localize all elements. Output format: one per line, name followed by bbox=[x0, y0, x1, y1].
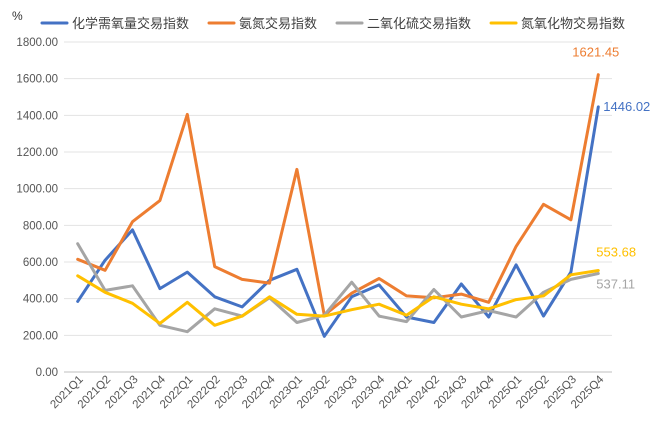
data-label: 1621.45 bbox=[572, 45, 619, 60]
y-tick-label: 0.00 bbox=[36, 367, 58, 379]
data-label: 553.68 bbox=[596, 244, 636, 259]
y-tick-label: 400.00 bbox=[23, 294, 58, 306]
legend-label: 二氧化硫交易指数 bbox=[367, 16, 471, 31]
y-tick-label: 1000.00 bbox=[16, 184, 58, 196]
legend-label: 化学需氧量交易指数 bbox=[72, 16, 189, 31]
chart-legend: 化学需氧量交易指数 氨氮交易指数 二氧化硫交易指数 氮氧化物交易指数 bbox=[40, 16, 625, 31]
y-tick-label: 600.00 bbox=[23, 257, 58, 269]
data-label: 1446.02 bbox=[603, 99, 650, 114]
gridlines bbox=[64, 41, 612, 373]
y-tick-label: 1600.00 bbox=[16, 74, 58, 86]
y-tick-label: 1800.00 bbox=[16, 37, 58, 49]
series-line-0 bbox=[76, 105, 600, 338]
x-axis-tick-labels: 2021Q12021Q22021Q32021Q42022Q12022Q22022… bbox=[48, 373, 606, 411]
y-axis-unit-label: % bbox=[12, 9, 23, 23]
y-axis-tick-labels: 0.00 200.00 400.00 600.00 800.00 1000.00 1200.… bbox=[16, 37, 58, 379]
y-tick-label: 1200.00 bbox=[16, 147, 58, 159]
data-labels: 1621.45 1446.02 553.68 537.11 bbox=[572, 45, 650, 292]
y-tick-label: 1400.00 bbox=[16, 110, 58, 122]
y-tick-label: 800.00 bbox=[23, 220, 58, 232]
legend-label: 氮氧化物交易指数 bbox=[521, 16, 625, 31]
series-line-3 bbox=[76, 269, 600, 327]
data-label: 537.11 bbox=[596, 277, 635, 292]
series-line-2 bbox=[76, 242, 600, 334]
series-line-1 bbox=[76, 73, 600, 317]
legend-label: 氨氮交易指数 bbox=[239, 16, 317, 31]
series-lines bbox=[76, 73, 600, 338]
y-tick-label: 200.00 bbox=[23, 330, 58, 342]
